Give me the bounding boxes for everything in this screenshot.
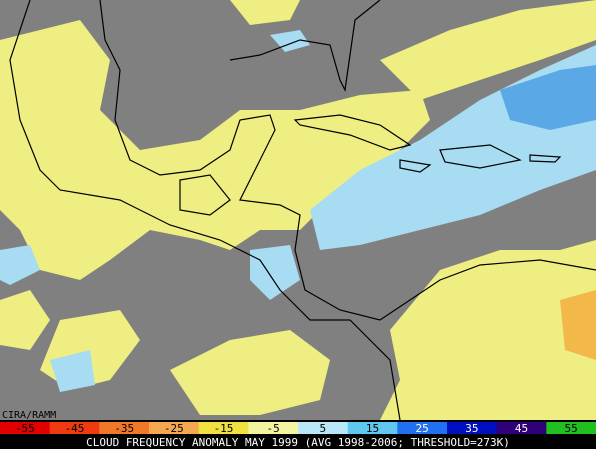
- colorbar-swatch: [397, 422, 448, 434]
- colorbar-label: 5: [320, 422, 327, 435]
- colorbar-label: -45: [65, 422, 85, 435]
- colorbar-swatch: [298, 422, 349, 434]
- colorbar-label: 35: [465, 422, 478, 435]
- colorbar-swatch: [546, 422, 596, 434]
- colorbar-label: 45: [515, 422, 528, 435]
- caption: CLOUD FREQUENCY ANOMALY MAY 1999 (AVG 19…: [86, 436, 510, 449]
- colorbar-label: -15: [214, 422, 234, 435]
- colorbar-label: 25: [416, 422, 429, 435]
- colorbar-swatch: [49, 422, 100, 434]
- colorbar-swatch: [496, 422, 547, 434]
- colorbar-swatch: [99, 422, 150, 434]
- colorbar-label: -25: [164, 422, 184, 435]
- colorbar-swatch: [149, 422, 200, 434]
- colorbar-swatch: [347, 422, 398, 434]
- colorbar-swatch: [447, 422, 498, 434]
- positive-peak-area: [560, 290, 596, 360]
- colorbar-label: 55: [565, 422, 578, 435]
- colorbar-swatch: [198, 422, 249, 434]
- colorbar-label: -35: [114, 422, 134, 435]
- colorbar-swatch: [248, 422, 299, 434]
- colorbar-label: 15: [366, 422, 379, 435]
- positive-anomaly-areas: [0, 0, 596, 420]
- colorbar: -55 -45 -35 -25 -15 -5 5 15 25 35 45 55: [0, 422, 596, 435]
- colorbar-label: -5: [267, 422, 280, 435]
- coastlines: [9, 0, 596, 421]
- colorbar-label: -55: [15, 422, 35, 435]
- credit: CIRA/RAMM: [2, 410, 56, 421]
- strong-negative-area: [500, 65, 596, 130]
- colorbar-swatch: [0, 422, 51, 434]
